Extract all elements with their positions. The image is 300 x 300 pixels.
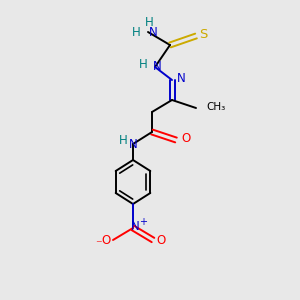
Text: O: O bbox=[101, 235, 111, 248]
Text: H: H bbox=[145, 16, 153, 28]
Text: O: O bbox=[156, 235, 166, 248]
Text: N: N bbox=[177, 71, 185, 85]
Text: N: N bbox=[129, 137, 137, 151]
Text: +: + bbox=[139, 217, 147, 227]
Text: N: N bbox=[148, 26, 158, 38]
Text: N: N bbox=[153, 61, 161, 74]
Text: H: H bbox=[118, 134, 127, 148]
Text: ⁻: ⁻ bbox=[95, 238, 101, 251]
Text: H: H bbox=[132, 26, 140, 40]
Text: N: N bbox=[130, 220, 140, 232]
Text: S: S bbox=[199, 28, 207, 40]
Text: CH₃: CH₃ bbox=[206, 102, 225, 112]
Text: O: O bbox=[182, 131, 190, 145]
Text: H: H bbox=[139, 58, 147, 71]
